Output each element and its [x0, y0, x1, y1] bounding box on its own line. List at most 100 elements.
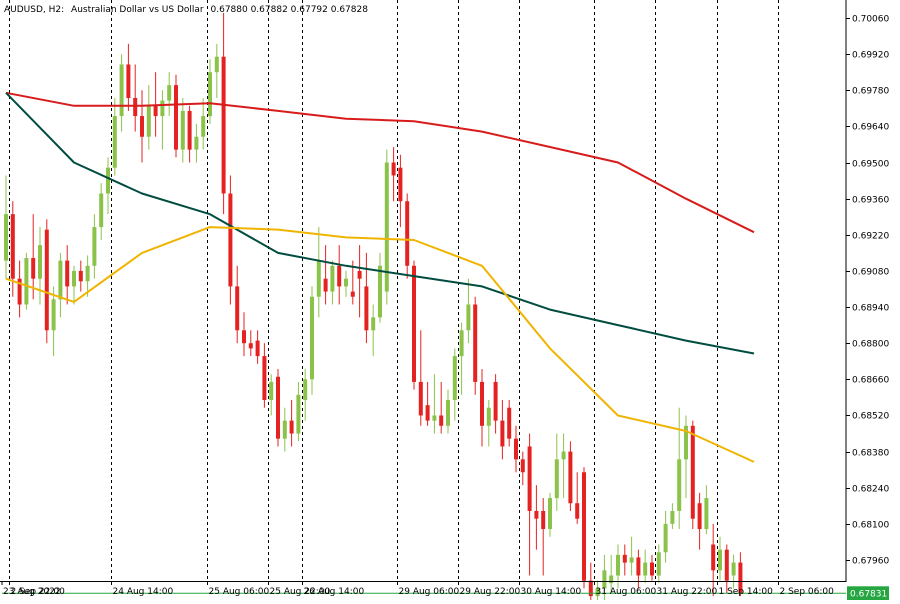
time-tick-label: 31 Aug 22:00	[657, 587, 718, 597]
candle-body	[684, 425, 688, 460]
candle-body	[514, 438, 518, 460]
candle-body	[439, 415, 444, 426]
candle	[350, 260, 355, 305]
candle-body	[51, 299, 56, 331]
candle-body	[378, 265, 382, 318]
candle	[432, 374, 437, 434]
candle-body	[282, 420, 287, 439]
candle	[459, 322, 464, 395]
candle-body	[174, 85, 178, 150]
candle	[391, 147, 396, 202]
candle	[663, 510, 668, 563]
candle-body	[119, 64, 124, 117]
candle-body	[405, 201, 410, 266]
candle	[561, 433, 566, 499]
candle	[38, 227, 42, 305]
price-tick-label: 0.68240	[852, 485, 889, 495]
candle	[575, 472, 580, 524]
candle	[160, 90, 165, 150]
price-tick-label: 0.70060	[852, 15, 889, 25]
candle-body	[548, 498, 552, 530]
instrument-description: Australian Dollar vs US Dollar	[71, 5, 204, 15]
candle-body	[622, 554, 627, 563]
candle-body	[208, 72, 212, 117]
candle	[228, 175, 233, 305]
candle	[548, 492, 552, 537]
candle-body	[214, 56, 219, 73]
candle	[146, 85, 151, 150]
candle-body	[357, 270, 362, 279]
candle-body	[500, 420, 505, 447]
candle	[718, 536, 722, 581]
candle	[255, 330, 260, 364]
candles-layer	[4, 12, 743, 604]
time-tick-label: 24 Aug 14:00	[113, 587, 174, 597]
candle	[119, 54, 124, 132]
candle	[500, 399, 505, 460]
candle	[85, 255, 90, 297]
candle-body	[432, 415, 437, 421]
candle	[201, 98, 206, 150]
candle-body	[65, 260, 70, 287]
candle	[357, 245, 362, 318]
candle	[282, 407, 287, 452]
candle-body	[568, 451, 573, 504]
candle-body	[575, 503, 580, 519]
candle-body	[303, 379, 308, 400]
candle-body	[595, 588, 600, 597]
candle	[677, 407, 682, 530]
ma-mid-line	[5, 92, 755, 355]
candle	[452, 348, 457, 421]
candle	[126, 43, 131, 111]
price-tick-label: 0.68520	[852, 412, 889, 422]
candle	[221, 12, 226, 215]
candle-body	[493, 381, 498, 421]
candle-body	[452, 356, 457, 400]
candle-body	[330, 265, 335, 292]
candle	[24, 252, 29, 310]
candle	[670, 503, 675, 530]
candle-body	[446, 399, 450, 426]
moving-averages-layer	[5, 91, 755, 463]
candle-body	[602, 570, 607, 589]
candle-body	[10, 214, 15, 279]
candle	[99, 183, 104, 240]
candle	[296, 381, 301, 442]
candle-body	[643, 562, 648, 576]
candle	[112, 98, 117, 176]
candle	[724, 544, 729, 594]
candle-body	[731, 562, 736, 576]
time-tick-label: 25 Aug 06:00	[209, 587, 270, 597]
price-tick-label: 0.69780	[852, 87, 889, 97]
candle	[180, 98, 185, 163]
candle	[44, 219, 49, 344]
candle	[507, 399, 512, 447]
candle-body	[99, 193, 104, 228]
candle	[106, 157, 110, 215]
candle-body	[126, 64, 131, 99]
candle	[418, 330, 423, 426]
candle	[622, 544, 627, 576]
candle-body	[310, 296, 314, 380]
price-tick-label: 0.68100	[852, 521, 889, 531]
time-tick-label: 2 Sep 06:00	[780, 587, 835, 597]
candle	[541, 498, 546, 576]
candle	[167, 72, 172, 117]
candle-body	[153, 105, 158, 117]
candle-body	[194, 136, 199, 150]
candle-body	[187, 110, 192, 150]
candle-body	[112, 116, 117, 168]
time-tick-label: 2 Sep 22:00	[11, 587, 66, 597]
current-price-value: 0.67831	[850, 589, 887, 599]
price-tick-label: 0.69220	[852, 232, 889, 242]
candle	[72, 265, 76, 305]
candle-body	[650, 562, 654, 576]
candle	[446, 389, 450, 434]
candle	[514, 425, 518, 473]
price-tick-label: 0.69360	[852, 196, 889, 206]
candle	[738, 552, 743, 597]
candle	[643, 549, 648, 584]
